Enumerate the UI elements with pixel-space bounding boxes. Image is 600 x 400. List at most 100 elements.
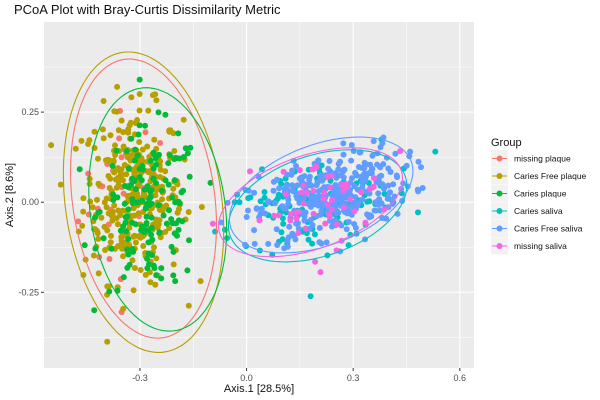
data-point	[115, 178, 122, 185]
data-point	[114, 221, 121, 228]
confidence-ellipse	[227, 149, 408, 263]
data-point	[162, 168, 169, 175]
data-point	[152, 192, 159, 199]
confidence-ellipse	[228, 136, 414, 254]
data-point	[152, 281, 159, 288]
data-point	[148, 224, 155, 231]
data-point	[90, 252, 97, 259]
data-point	[340, 151, 347, 158]
data-point	[114, 83, 121, 90]
data-point	[276, 185, 283, 192]
data-point	[370, 138, 377, 145]
data-point	[142, 205, 149, 212]
data-point	[103, 204, 110, 211]
data-point	[94, 228, 100, 234]
data-point	[100, 235, 107, 242]
data-point	[128, 94, 135, 101]
data-point	[124, 193, 131, 199]
data-point	[80, 208, 87, 215]
data-point	[343, 181, 350, 188]
data-point	[170, 248, 177, 255]
data-point	[242, 186, 249, 193]
data-point	[172, 278, 179, 285]
data-point	[125, 251, 132, 258]
data-point	[110, 191, 117, 198]
data-point	[156, 151, 162, 158]
data-point	[170, 272, 177, 279]
legend-label: missing saliva	[514, 241, 567, 251]
data-point	[283, 182, 290, 189]
x-tick-label: 0.6	[454, 373, 467, 383]
data-point	[162, 111, 169, 118]
data-point	[186, 237, 192, 244]
legend: Group missing plaque Caries Free plaque Ca…	[491, 137, 587, 255]
data-point	[145, 107, 152, 114]
data-point	[149, 236, 156, 243]
data-point	[313, 163, 320, 170]
data-point	[324, 173, 331, 180]
data-point	[320, 196, 327, 203]
data-point	[86, 175, 93, 182]
data-point	[106, 288, 113, 295]
data-point	[340, 174, 347, 181]
legend-label: Caries Free saliva	[514, 224, 583, 234]
data-point	[321, 184, 328, 191]
data-point	[106, 256, 113, 262]
data-point	[149, 252, 155, 258]
data-point	[397, 148, 404, 155]
data-point	[314, 179, 321, 186]
data-point	[138, 177, 145, 184]
data-point	[156, 230, 163, 236]
data-point	[303, 189, 310, 196]
data-point	[351, 221, 358, 227]
data-point	[144, 143, 151, 150]
data-point	[128, 135, 135, 142]
data-point	[349, 175, 355, 182]
data-point	[209, 220, 216, 227]
y-axis-label: Axis.2 [8.6%]	[4, 163, 16, 227]
data-point	[332, 182, 339, 188]
data-point	[280, 220, 287, 227]
data-point	[180, 154, 187, 160]
data-point	[324, 201, 331, 208]
data-point	[132, 146, 139, 153]
legend-label: Caries Free plaque	[514, 171, 587, 181]
data-point	[376, 173, 383, 180]
data-point	[274, 242, 281, 248]
data-point	[87, 198, 94, 205]
data-point	[326, 213, 333, 220]
data-points	[48, 76, 439, 345]
data-point	[251, 227, 258, 234]
data-point	[132, 221, 139, 228]
data-point	[366, 190, 373, 197]
data-point	[418, 164, 424, 171]
y-tick-label: 0.25	[21, 107, 39, 117]
data-point	[186, 173, 193, 180]
data-point	[151, 151, 158, 158]
data-point	[123, 148, 130, 155]
data-point	[300, 182, 307, 189]
data-point	[131, 157, 138, 164]
data-point	[362, 219, 369, 226]
data-point	[135, 131, 142, 138]
data-point	[155, 202, 162, 209]
data-point	[287, 217, 294, 224]
confidence-ellipse	[88, 87, 228, 332]
data-point	[126, 122, 133, 129]
data-point	[293, 163, 299, 169]
data-point	[212, 228, 219, 235]
data-point	[319, 174, 326, 181]
data-point	[278, 229, 285, 236]
data-point	[343, 226, 350, 233]
data-point	[358, 189, 365, 196]
data-point	[131, 212, 138, 219]
data-point	[368, 168, 375, 175]
data-point	[340, 187, 347, 194]
data-point	[150, 262, 157, 269]
data-point	[124, 246, 131, 253]
data-point	[112, 142, 118, 149]
data-point	[323, 239, 330, 246]
data-point	[415, 209, 421, 216]
data-point	[302, 209, 309, 216]
